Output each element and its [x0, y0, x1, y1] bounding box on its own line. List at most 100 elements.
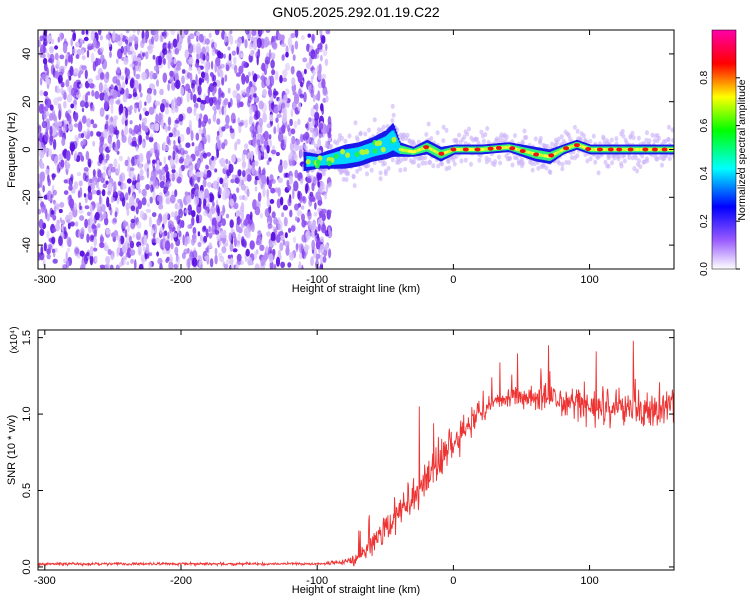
- ridge-max: [627, 147, 634, 152]
- noise-cell: [275, 151, 280, 157]
- noise-cell: [248, 53, 253, 63]
- noise-cell: [58, 208, 63, 214]
- noise-cell: [113, 158, 118, 169]
- noise-cell: [243, 196, 248, 201]
- noise-cell: [157, 55, 163, 66]
- noise-cell: [72, 32, 76, 42]
- noise-cell: [87, 178, 93, 188]
- noise-cell: [144, 229, 148, 235]
- noise-cell: [321, 208, 327, 214]
- noise-cell: [103, 245, 110, 252]
- noise-cell: [99, 107, 105, 118]
- noise-cell: [125, 107, 129, 119]
- noise-cell: [130, 218, 135, 224]
- halo-cell: [644, 156, 649, 162]
- noise-cell: [284, 88, 290, 95]
- noise-cell: [118, 104, 122, 116]
- ridge-max: [450, 147, 457, 152]
- noise-cell: [87, 91, 91, 96]
- halo-cell: [386, 165, 391, 171]
- noise-cell: [282, 107, 288, 117]
- noise-cell: [156, 159, 160, 171]
- noise-cell: [286, 244, 290, 251]
- noise-cell: [125, 30, 130, 34]
- ridge-peak: [571, 144, 574, 148]
- noise-cell: [74, 150, 78, 160]
- noise-cell: [211, 155, 215, 161]
- halo-cell: [530, 167, 535, 173]
- noise-cell: [138, 123, 142, 133]
- noise-cell: [187, 257, 191, 269]
- halo-cell: [621, 133, 626, 139]
- noise-cell: [223, 106, 227, 116]
- noise-cell: [198, 124, 202, 129]
- noise-cell: [68, 75, 72, 81]
- noise-cell: [84, 218, 88, 229]
- noise-cell: [130, 258, 135, 264]
- halo-cell: [541, 162, 546, 168]
- noise-cell: [185, 83, 190, 92]
- noise-cell: [203, 235, 208, 243]
- ridge-peak: [481, 147, 484, 151]
- noise-cell: [99, 242, 105, 249]
- noise-cell: [175, 129, 181, 137]
- halo-cell: [454, 137, 459, 143]
- noise-cell: [214, 42, 217, 49]
- noise-cell: [313, 211, 318, 217]
- ridge-peak: [581, 145, 584, 149]
- noise-cell: [204, 255, 209, 261]
- noise-cell: [178, 166, 182, 178]
- noise-cell: [311, 130, 317, 140]
- noise-cell: [124, 67, 128, 74]
- colorbar: 0.0 0.2 0.4 0.6 0.8 Normalized spectral ampl…: [699, 29, 748, 276]
- noise-cell: [124, 240, 128, 250]
- noise-cell: [241, 162, 246, 170]
- noise-cell: [246, 188, 250, 198]
- noise-cell: [76, 172, 82, 177]
- noise-cell: [264, 208, 271, 218]
- noise-cell: [65, 161, 71, 170]
- noise-cell: [282, 204, 288, 211]
- noise-cell: [133, 104, 137, 114]
- noise-cell: [311, 182, 315, 192]
- noise-cell: [99, 47, 105, 53]
- noise-cell: [110, 254, 114, 261]
- noise-cell: [221, 105, 225, 116]
- noise-cell: [106, 196, 110, 208]
- x-tick-label: 100: [580, 274, 598, 286]
- ridge-peak: [649, 148, 652, 151]
- noise-cell: [270, 52, 276, 59]
- noise-cell: [46, 230, 50, 239]
- noise-cell: [70, 53, 73, 65]
- noise-cell: [61, 232, 65, 239]
- noise-cell: [56, 59, 60, 68]
- noise-cell: [38, 183, 41, 190]
- noise-cell: [110, 166, 116, 173]
- noise-cell: [227, 37, 231, 43]
- noise-cell: [216, 130, 220, 136]
- noise-cell: [118, 155, 123, 162]
- ridge-blob: [374, 140, 380, 147]
- noise-cell: [305, 183, 308, 194]
- noise-cell: [39, 228, 45, 236]
- noise-cell: [132, 233, 136, 239]
- noise-cell: [289, 142, 294, 152]
- noise-cell: [205, 45, 210, 55]
- noise-cell: [201, 133, 205, 138]
- noise-cell: [270, 149, 277, 155]
- noise-cell: [63, 179, 68, 184]
- noise-cell: [192, 43, 196, 54]
- halo-cell: [591, 133, 596, 139]
- ridge-peak: [545, 154, 548, 158]
- noise-cell: [289, 118, 293, 127]
- noise-cell: [110, 116, 113, 123]
- noise-cell: [43, 62, 48, 72]
- halo-cell: [631, 135, 636, 141]
- noise-cell: [164, 108, 170, 115]
- noise-cell: [308, 51, 312, 57]
- noise-cell: [99, 92, 105, 101]
- noise-cell: [77, 121, 83, 133]
- halo-cell: [365, 171, 369, 177]
- noise-cell: [205, 134, 210, 141]
- noise-cell: [267, 41, 272, 46]
